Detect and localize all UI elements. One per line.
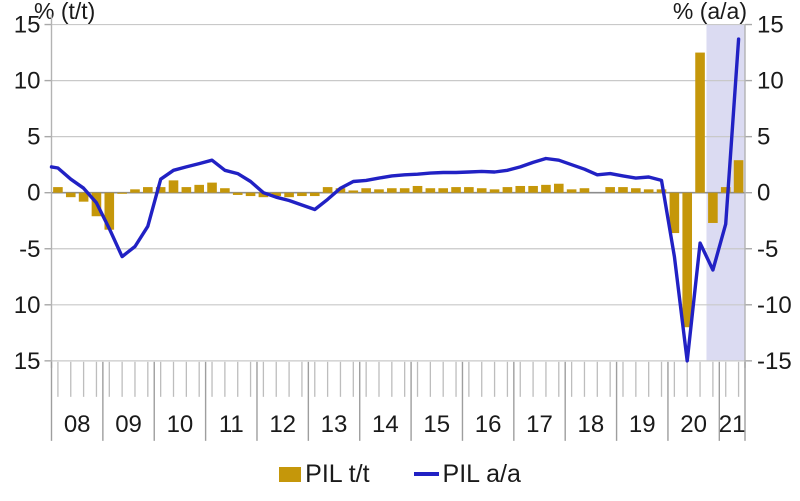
line-series-swatch-icon <box>413 472 439 476</box>
y-axis-label-right: 5 <box>757 124 770 151</box>
bar-pil-tt <box>194 184 204 193</box>
bar-pil-tt <box>643 189 654 193</box>
bar-pil-tt <box>232 192 243 195</box>
bar-pil-tt <box>669 192 680 234</box>
y-axis-label-right: 10 <box>757 68 784 95</box>
y-axis-label-right: -5 <box>757 236 778 263</box>
bar-pil-tt <box>104 192 115 230</box>
bar-pil-tt <box>130 189 140 193</box>
x-axis-year-label: 21 <box>719 411 746 438</box>
bar-pil-tt <box>631 188 641 193</box>
bar-pil-tt <box>284 192 294 198</box>
bar-pil-tt <box>297 192 307 197</box>
bar-pil-tt <box>181 187 192 193</box>
bar-pil-tt <box>322 187 333 193</box>
bar-pil-tt <box>348 190 359 193</box>
bar-pil-tt <box>374 189 384 193</box>
bar-pil-tt <box>78 192 89 202</box>
y-axis-label-right: 15 <box>757 12 784 39</box>
bar-pil-tt <box>720 187 731 193</box>
bar-pil-tt <box>502 187 513 193</box>
x-axis-year-label: 17 <box>526 411 553 438</box>
y-axis-label-left: 5 <box>27 124 40 151</box>
bar-pil-tt <box>168 180 179 193</box>
y-axis-label-left: 10 <box>14 68 41 95</box>
bar-pil-tt <box>207 182 217 193</box>
bar-pil-tt <box>566 189 577 193</box>
x-axis-year-label: 14 <box>372 411 399 438</box>
bar-pil-tt <box>476 188 487 193</box>
y-axis-label-left: 10 <box>14 292 41 319</box>
x-axis-year-label: 12 <box>269 411 296 438</box>
x-axis-year-label: 08 <box>64 411 91 438</box>
legend-label-pil-tt: PIL t/t <box>305 459 370 488</box>
bar-pil-tt <box>733 160 744 193</box>
bar-pil-tt <box>464 187 474 193</box>
x-axis-year-label: 18 <box>578 411 605 438</box>
bar-pil-tt <box>271 192 282 197</box>
bar-pil-tt <box>605 187 615 193</box>
bar-pil-tt <box>541 184 551 193</box>
bar-pil-tt <box>117 192 127 194</box>
bar-pil-tt <box>618 187 628 193</box>
bar-series-swatch-icon <box>279 466 302 482</box>
bar-pil-tt <box>245 192 256 197</box>
legend-label-pil-aa: PIL a/a <box>442 459 521 488</box>
bar-pil-tt <box>143 187 153 193</box>
bar-pil-tt <box>553 183 564 193</box>
x-axis-year-label: 16 <box>475 411 502 438</box>
bar-pil-tt <box>515 185 526 193</box>
x-axis-year-label: 11 <box>219 411 244 438</box>
bar-pil-tt <box>65 192 76 198</box>
y-axis-label-right: -10 <box>757 292 792 319</box>
legend-item-pil-tt: PIL t/t <box>279 459 370 489</box>
x-axis-year-label: 09 <box>115 411 142 438</box>
bar-pil-tt <box>412 185 423 193</box>
y-axis-label-right: -15 <box>757 348 792 375</box>
right-axis-title: % (a/a) <box>672 0 747 24</box>
x-axis-year-label: 15 <box>423 411 450 438</box>
x-axis-year-label: 13 <box>321 411 348 438</box>
y-axis-label-left: 15 <box>14 12 41 39</box>
bar-pil-tt <box>361 188 371 193</box>
bar-pil-tt <box>438 188 448 193</box>
bar-pil-tt <box>528 185 538 193</box>
y-axis-label-left: -5 <box>19 236 40 263</box>
left-axis-title: % (t/t) <box>34 0 96 24</box>
bar-pil-tt <box>258 192 269 198</box>
bar-pil-tt <box>708 192 718 223</box>
bar-pil-tt <box>220 188 230 193</box>
bar-pil-tt <box>425 188 436 193</box>
bar-pil-tt <box>695 52 705 193</box>
x-axis-year-label: 10 <box>167 411 194 438</box>
y-axis-label-left: 0 <box>27 180 40 207</box>
bar-pil-tt <box>387 188 397 193</box>
bar-pil-tt <box>579 188 590 193</box>
y-axis-label-right: 0 <box>757 180 770 207</box>
bar-pil-tt <box>399 188 410 193</box>
bar-pil-tt <box>682 192 693 328</box>
bar-pil-tt <box>656 189 667 193</box>
legend: PIL t/t PIL a/a <box>0 456 800 492</box>
bar-pil-tt <box>489 189 500 193</box>
x-axis-year-label: 19 <box>629 411 656 438</box>
x-axis-year-label: 20 <box>680 411 707 438</box>
line-pil-aa <box>49 37 741 363</box>
bar-pil-tt <box>155 187 166 193</box>
bar-pil-tt <box>53 187 63 193</box>
y-axis-label-left: 15 <box>14 348 41 375</box>
bar-pil-tt <box>309 192 320 197</box>
legend-item-pil-aa: PIL a/a <box>413 459 521 489</box>
bar-pil-tt <box>451 187 461 193</box>
